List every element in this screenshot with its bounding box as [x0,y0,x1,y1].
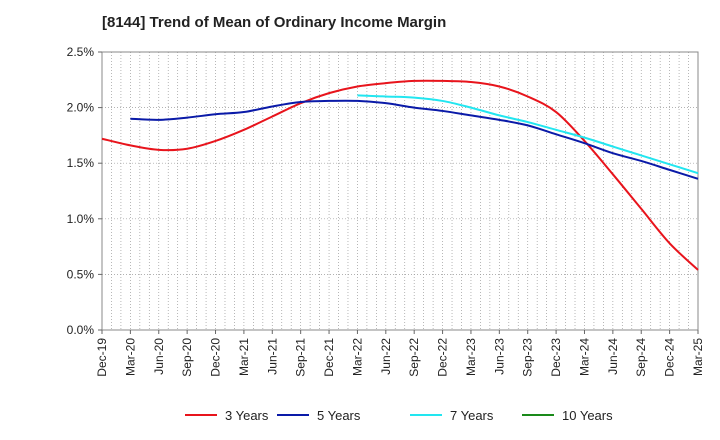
x-tick-label: Mar-23 [464,338,478,376]
legend-label-5-years: 5 Years [317,408,361,423]
y-tick-label: 2.5% [67,45,95,59]
y-tick-label: 2.0% [67,101,95,115]
x-tick-label: Jun-23 [492,338,506,375]
x-tick-label: Dec-24 [663,338,677,377]
x-tick-label: Sep-21 [294,338,308,377]
x-tick-label: Jun-24 [606,338,620,375]
legend-label-3-years: 3 Years [225,408,269,423]
y-axis: 0.0% 0.5% 1.0% 1.5% 2.0% 2.5% [67,45,102,337]
grid [102,52,698,330]
legend: 3 Years 5 Years 7 Years 10 Years [185,408,613,423]
chart-title: [8144] Trend of Mean of Ordinary Income … [102,14,447,31]
x-tick-label: Sep-20 [180,338,194,377]
legend-label-7-years: 7 Years [450,408,494,423]
legend-label-10-years: 10 Years [562,408,613,423]
x-tick-label: Jun-22 [379,338,393,375]
x-tick-label: Mar-21 [237,338,251,376]
x-tick-label: Dec-20 [209,338,223,377]
x-tick-label: Mar-20 [123,338,137,376]
x-tick-label: Dec-19 [95,338,109,377]
x-tick-label: Dec-21 [322,338,336,377]
series-line-5-years [130,99,699,180]
x-tick-label: Mar-24 [577,338,591,376]
y-tick-label: 1.5% [67,156,95,170]
x-tick-label: Sep-24 [634,338,648,377]
series-lines [101,79,699,271]
x-tick-label: Jun-21 [265,338,279,375]
x-tick-label: Sep-22 [407,338,421,377]
series-line-7-years [357,94,699,175]
x-tick-label: Dec-23 [549,338,563,377]
x-tick-label: Mar-22 [350,338,364,376]
x-tick-label: Sep-23 [521,338,535,377]
x-axis: Dec-19 Mar-20 Jun-20 Sep-20 Dec-20 Mar-21 Jun-… [95,330,705,377]
y-tick-label: 1.0% [67,212,95,226]
x-tick-label: Mar-25 [691,338,705,376]
x-tick-label: Dec-22 [436,338,450,377]
y-tick-label: 0.0% [67,323,95,337]
series-line-3-years [101,79,699,271]
x-tick-label: Jun-20 [152,338,166,375]
plot-frame [101,51,699,331]
y-tick-label: 0.5% [67,267,95,281]
